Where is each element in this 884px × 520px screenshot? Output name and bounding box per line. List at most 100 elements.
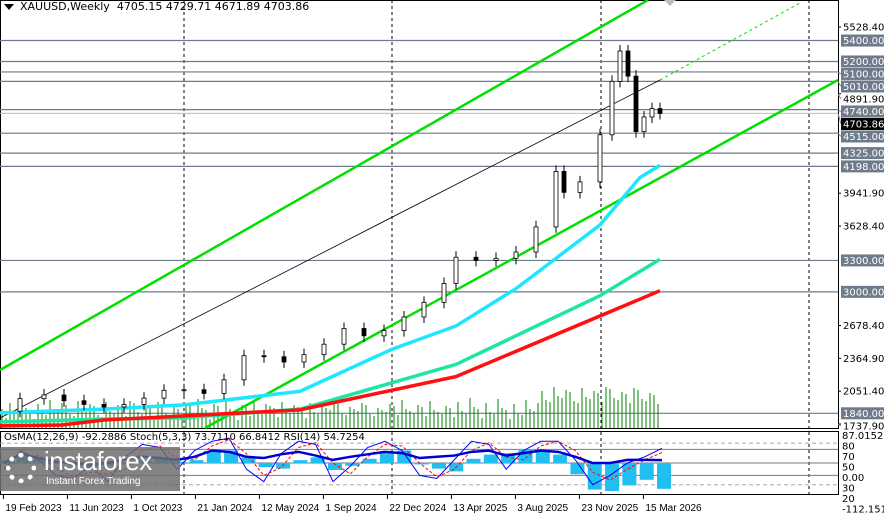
price-tick-label: 3628.40 [843,222,884,233]
candle[interactable] [421,301,427,318]
level-label-bg [841,105,884,118]
candle[interactable] [341,328,347,345]
current-price-label: 4703.86 [843,119,884,130]
channel-upper-line[interactable] [0,0,649,372]
candle[interactable] [81,400,87,405]
axis-label-connector [837,109,842,112]
osma-bar [189,460,204,463]
candle[interactable] [301,354,307,363]
candle[interactable] [361,328,367,337]
candle[interactable] [625,50,631,77]
osma-bar [587,463,602,490]
date-tick-label: 23 Nov 2025 [581,503,638,514]
level-label: 4198.00 [843,162,884,173]
indicator-header: OsMA(12,26,9) -92.2886 Stoch(5,3,3) 73.7… [4,432,365,443]
indicator-tick-label: 20 [842,494,855,505]
osma-bar [605,463,620,491]
instaforex-logo: instaforex Instant Forex Trading [0,447,180,491]
candle[interactable] [17,398,23,412]
candle[interactable] [641,116,647,133]
date-tick-label: 11 Jun 2023 [69,503,124,514]
osma-bar [501,453,516,463]
candle[interactable] [441,283,447,303]
candle[interactable] [221,379,227,394]
candle[interactable] [241,355,247,381]
indicator-tick-label: 70 [842,452,855,463]
level-label-bg [841,254,884,267]
candle[interactable] [513,251,519,259]
osma-bar [466,458,481,463]
level-label-bg [841,407,884,420]
level-label: 5010.00 [843,82,884,93]
candle[interactable] [281,356,287,363]
axis-label-connector [837,81,842,87]
osma-bar [483,454,498,463]
logo-tagline: Instant Forex Trading [46,476,141,487]
candle[interactable] [609,80,615,136]
candle[interactable] [617,50,623,82]
candle[interactable] [561,171,567,193]
price-tick-label: 3941.90 [843,189,884,200]
candle[interactable] [321,343,327,356]
candle[interactable] [161,389,167,399]
candle[interactable] [657,108,663,114]
candle[interactable] [261,355,267,358]
osma-bar [206,451,221,463]
indicator-tick-label: 80 [842,442,855,453]
ohlc-values: 4705.15 4729.71 4671.89 4703.86 [116,0,310,13]
gear-logo-icon [6,453,36,483]
date-tick-label: 1 Oct 2023 [133,503,182,514]
level-label: 4740.00 [843,107,884,118]
channel-lower-line[interactable] [204,78,839,430]
price-tick-label: 2364.90 [843,354,884,365]
indicator-tick-label: 87.0152 [842,431,883,442]
candle[interactable] [381,330,387,337]
level-label: 3300.00 [843,256,884,267]
channel-mid-line[interactable] [0,79,661,419]
date-tick-label: 15 Mar 2026 [645,503,702,514]
candle[interactable] [41,394,47,400]
osma-bar [293,460,308,463]
candle[interactable] [473,256,479,261]
candle[interactable] [553,171,559,228]
candle[interactable] [401,316,407,331]
candle[interactable] [649,108,655,118]
candle[interactable] [101,404,107,408]
candle[interactable] [61,394,67,402]
level-label: 5200.00 [843,57,884,68]
osma-bar [639,463,654,480]
candle[interactable] [181,389,187,392]
candle[interactable] [597,134,603,183]
osma-bar [379,453,394,463]
osma-bar [258,463,273,468]
candle[interactable] [577,181,583,193]
candle[interactable] [633,75,639,133]
indicator-tick-label: 30 [842,484,855,495]
osma-bar [553,454,568,463]
osma-bar [414,463,429,465]
osma-bar [362,458,377,463]
axis-label-connector [837,71,842,75]
indicator-tick-label: 50 [842,463,855,474]
level-label: 3000.00 [843,287,884,298]
level-label: 5100.00 [843,69,884,80]
candle[interactable] [453,256,459,284]
osma-bar [535,450,550,463]
main-panel-frame [0,0,839,429]
level-label-bg [841,147,884,160]
price-tick-label: 4891.90 [843,94,884,105]
level-label: 5400.00 [843,36,884,47]
dropdown-triangle-icon[interactable] [4,4,14,10]
level-label-bg [841,34,884,47]
level-label-bg [841,285,884,298]
stoch-signal-line [3,439,663,481]
osma-bar [241,457,256,463]
level-label: 4325.00 [843,149,884,160]
candle[interactable] [533,226,539,253]
candle[interactable] [201,389,207,394]
candle[interactable] [493,257,499,261]
candle[interactable] [141,397,147,405]
candle[interactable] [121,404,127,408]
ma-slow-line [0,289,661,428]
